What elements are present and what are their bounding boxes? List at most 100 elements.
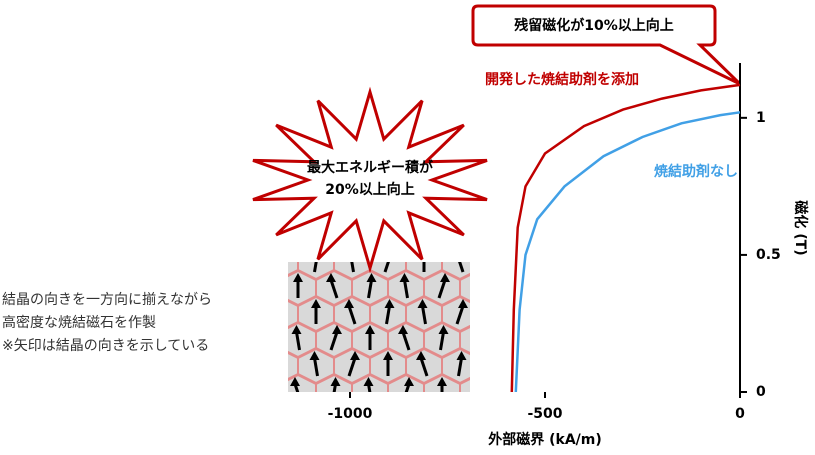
grain-arrow-head <box>470 377 480 386</box>
grain-arrow-head <box>290 377 300 386</box>
grain-arrow-head <box>422 403 432 412</box>
grain-arrow-head <box>382 403 392 412</box>
grain-arrow <box>387 410 390 428</box>
grain-arrow <box>313 357 319 377</box>
grain-arrow <box>367 279 373 299</box>
grain-arrow <box>439 331 445 351</box>
grain-arrow-head <box>363 377 374 386</box>
grain <box>406 401 442 435</box>
grain-arrow <box>295 331 301 351</box>
grain <box>478 297 514 331</box>
grain-arrow <box>279 358 282 376</box>
grain <box>478 245 514 279</box>
series-label: 焼結助剤なし <box>654 163 738 180</box>
grain-arrow <box>329 279 339 299</box>
grain <box>459 377 470 392</box>
grain <box>370 401 406 435</box>
grain-arrow-head <box>326 273 336 282</box>
grain <box>442 401 478 435</box>
grain-arrow <box>458 262 465 273</box>
grain-arrow <box>477 332 480 350</box>
grain-arrow <box>277 254 283 272</box>
grain-arrow <box>277 306 283 324</box>
grain-arrow-head <box>438 325 449 334</box>
grain-arrow-head <box>440 273 450 282</box>
grain-arrow <box>421 410 427 428</box>
grain-arrow-head <box>275 403 285 412</box>
grain-arrow-head <box>311 299 321 308</box>
grain-arrow-head <box>473 273 483 282</box>
grain <box>262 401 298 435</box>
y-tick-label: 0 <box>756 384 766 400</box>
grain-arrow <box>313 410 319 428</box>
y-axis-label: 磁化 (T) <box>792 200 809 255</box>
grain-arrow-head <box>488 403 498 412</box>
grain-arrow-head <box>365 325 375 334</box>
grain-arrow <box>347 357 357 377</box>
grain-arrow <box>293 383 300 392</box>
y-tick-label: 1 <box>756 110 766 126</box>
grain-arrow <box>419 357 429 377</box>
grain-arrow-head <box>366 273 377 282</box>
grain-arrow-head <box>490 351 500 360</box>
y-tick-label: 0.5 <box>756 247 781 263</box>
crystal-illustration <box>262 245 532 435</box>
x-tick-label: -500 <box>527 406 562 422</box>
callout-text: 残留磁化が10%以上向上 <box>514 17 674 34</box>
burst-text: 最大エネルギー積が <box>307 159 434 176</box>
grain-arrow-head <box>332 325 342 334</box>
grain-arrow <box>404 383 411 392</box>
grain-arrow-head <box>293 273 303 282</box>
grain-arrow-head <box>308 403 318 412</box>
grain-arrow <box>495 358 498 376</box>
grain-arrow-head <box>493 247 503 256</box>
grain-arrow <box>455 305 465 325</box>
grain-arrow-head <box>346 247 356 256</box>
grain-arrow-head <box>277 351 287 360</box>
grain-arrow-head <box>404 377 414 386</box>
grain-arrow-head <box>455 403 465 412</box>
grain-arrow-head <box>291 325 302 334</box>
grain-arrow <box>437 279 447 299</box>
series-line <box>514 111 741 393</box>
grain-arrow <box>332 383 337 392</box>
grain-arrow-head <box>437 377 447 386</box>
side-note: 結晶の向きを一方向に揃えながら <box>2 292 212 308</box>
grain-arrow-head <box>399 273 410 282</box>
x-tick-label: 0 <box>735 406 745 422</box>
grain-arrow-head <box>417 299 428 308</box>
grain-arrow-head <box>272 247 282 256</box>
grain <box>496 375 532 409</box>
x-axis-label: 外部磁界 (kA/m) <box>488 431 602 448</box>
grain-arrow <box>350 262 355 273</box>
grain-arrow-head <box>458 299 468 308</box>
grain-arrow <box>347 305 357 325</box>
grain-arrow-head <box>491 299 501 308</box>
grain <box>459 325 470 355</box>
grain-arrow <box>401 331 411 351</box>
grain-arrow <box>367 383 372 392</box>
grain-arrow <box>495 254 498 272</box>
burst-text: 20%以上向上 <box>325 181 415 198</box>
grain-arrow-head <box>309 351 320 360</box>
grain-arrow <box>493 410 499 428</box>
grain-arrow <box>385 305 391 325</box>
grain <box>288 262 299 277</box>
callout-box <box>471 4 742 86</box>
grain-arrow-head <box>384 299 395 308</box>
grain <box>459 273 470 303</box>
grain-arrow-head <box>350 351 360 360</box>
series-label: 開発した焼結助剤を添加 <box>485 71 639 88</box>
grain-arrow <box>421 305 427 325</box>
grain-arrow-head <box>344 299 354 308</box>
grain-arrow <box>329 331 339 351</box>
grain-arrow-head <box>330 377 341 386</box>
grain-arrow-head <box>456 351 467 360</box>
side-note: ※矢印は結晶の向きを示している <box>2 338 209 354</box>
grain-arrow <box>313 262 318 273</box>
grain <box>478 349 514 383</box>
grain-arrow <box>475 384 481 402</box>
series-line <box>510 83 741 393</box>
grain-arrow-head <box>452 247 462 256</box>
